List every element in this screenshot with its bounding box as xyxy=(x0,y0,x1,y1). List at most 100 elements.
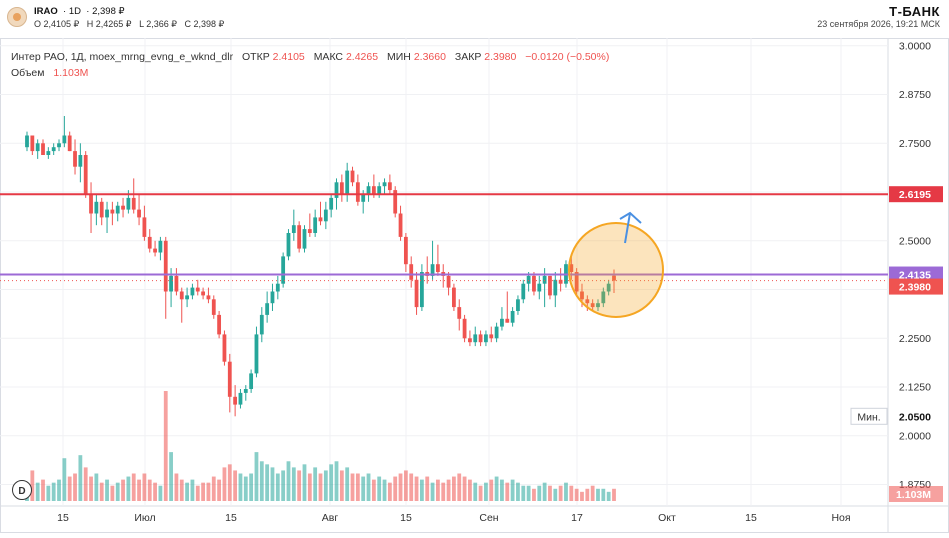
price-chart[interactable]: 3.00002.87502.75002.62502.50002.37502.25… xyxy=(0,38,949,533)
volume-bar xyxy=(521,485,526,501)
highlight-circle[interactable] xyxy=(568,222,664,318)
volume-bar xyxy=(179,479,184,501)
volume-bar xyxy=(46,485,51,501)
candle-body xyxy=(521,283,526,300)
legend-open-label: ОТКР xyxy=(242,51,270,63)
volume-bar xyxy=(169,452,173,501)
candle-body xyxy=(457,307,462,319)
x-tick-label: Сен xyxy=(479,512,498,524)
candle-body xyxy=(211,299,216,315)
candle-body xyxy=(302,229,307,249)
legend-low-label: МИН xyxy=(387,51,411,63)
volume-bar xyxy=(57,479,61,501)
candle-body xyxy=(297,225,302,249)
candle-body xyxy=(78,155,83,167)
volume-bar xyxy=(222,467,227,501)
volume-bar xyxy=(542,482,547,501)
candle-body xyxy=(89,194,93,214)
volume-bar xyxy=(548,485,552,501)
candle-body xyxy=(484,334,488,343)
volume-bar xyxy=(185,482,189,501)
volume-bar xyxy=(526,485,531,501)
ticker-line: IRAO · 1D · 2,398 ₽ xyxy=(34,6,125,17)
candle-body xyxy=(105,209,109,218)
volume-bar xyxy=(350,473,355,501)
candle-body xyxy=(131,197,136,210)
candle-body xyxy=(62,135,67,144)
volume-bar xyxy=(574,488,579,501)
legend-change: −0.0120 (−0.50%) xyxy=(525,51,609,63)
arrow-up-icon[interactable] xyxy=(619,211,642,244)
volume-bar xyxy=(297,470,302,501)
candle-body xyxy=(361,194,366,202)
volume-bar xyxy=(190,479,195,501)
y-tick-label: 2.2500 xyxy=(899,333,931,345)
volume-bar xyxy=(158,485,163,501)
y-tick-label: 2.7500 xyxy=(899,138,931,150)
ohlc-line: О 2,4105 ₽ Н 2,4265 ₽ L 2,366 ₽ С 2,398 … xyxy=(34,19,224,30)
candle-body xyxy=(548,275,552,296)
volume-bar xyxy=(51,482,56,501)
volume-bar xyxy=(516,482,520,501)
candle-body xyxy=(25,135,29,148)
candle-body xyxy=(558,279,563,284)
candle-body xyxy=(233,396,238,405)
volume-bar xyxy=(67,476,72,501)
last-price-label-bg xyxy=(889,278,943,295)
volume-bar xyxy=(270,467,275,501)
ticker-interval[interactable]: 1D xyxy=(68,6,81,17)
candle-body xyxy=(350,170,355,183)
min-marker-label-bg xyxy=(850,407,888,425)
candle-body xyxy=(334,182,339,198)
time-axis[interactable]: 15 Июл 15 Авг 15 Сен 17 Окт 15 Ноя xyxy=(57,512,850,524)
volume-label: 1.103M xyxy=(896,489,931,501)
horizontal-line-label: 2.6195 xyxy=(899,189,931,201)
volume-bar xyxy=(105,479,109,501)
candle-body xyxy=(201,291,205,296)
volume-bar xyxy=(217,479,222,501)
candle-body xyxy=(67,135,72,152)
volume-bar xyxy=(441,482,446,501)
candle-body xyxy=(382,182,387,187)
candle-body xyxy=(142,217,147,237)
candle-body xyxy=(329,197,334,210)
volume-bar xyxy=(339,470,344,501)
volume-bar xyxy=(500,479,504,501)
candle-body xyxy=(526,275,531,284)
volume-bar xyxy=(403,470,408,501)
scale-mode-button[interactable]: D xyxy=(12,480,32,500)
candle-body xyxy=(569,264,574,272)
candle-body xyxy=(99,201,104,218)
volume-bar xyxy=(484,482,488,501)
volume-bar xyxy=(580,491,584,501)
candle-body xyxy=(265,303,270,315)
x-tick-label: 15 xyxy=(57,512,69,524)
legend-volume-value: 1.103M xyxy=(53,67,88,79)
volume-bar xyxy=(206,482,211,501)
volume-bar xyxy=(323,470,328,501)
chart-frame[interactable]: 3.00002.87502.75002.62502.50002.37502.25… xyxy=(0,38,949,533)
candle-body xyxy=(307,229,312,233)
candle-body xyxy=(409,264,414,280)
candle-body xyxy=(553,279,558,296)
volume-bar xyxy=(489,479,494,501)
volume-bar xyxy=(537,485,542,501)
volume-bar xyxy=(211,476,216,501)
candle-body xyxy=(227,361,232,397)
horizontal-lines[interactable] xyxy=(0,193,888,282)
volume-bar xyxy=(307,473,312,501)
volume-bar xyxy=(73,473,77,501)
candle-body xyxy=(446,275,451,288)
candle-body xyxy=(243,389,248,393)
candle-body xyxy=(46,151,51,155)
volume-bar xyxy=(142,473,147,501)
candle-body xyxy=(222,334,227,362)
candle-body xyxy=(153,248,157,253)
ticker-symbol[interactable]: IRAO xyxy=(34,6,58,17)
price-axis[interactable]: 3.00002.87502.75002.62502.50002.37502.25… xyxy=(850,40,943,502)
candle-body xyxy=(489,334,494,339)
candle-body xyxy=(371,186,376,194)
horizontal-line-label-bg xyxy=(889,186,943,203)
candle-body xyxy=(478,334,483,343)
volume-bar xyxy=(302,464,307,501)
